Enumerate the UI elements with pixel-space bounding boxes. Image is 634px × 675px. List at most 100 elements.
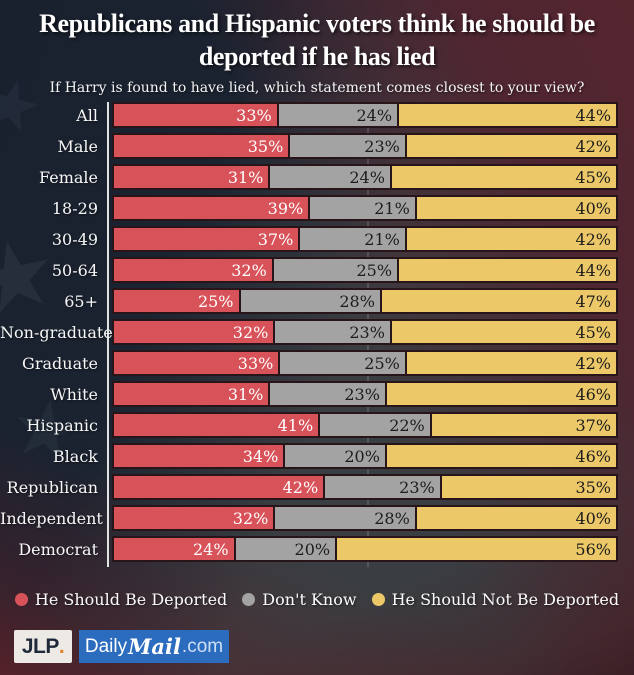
- bar-segment-he-should-not-be-deported: 47%: [381, 288, 618, 314]
- bar-segment-he-should-not-be-deported: 37%: [431, 412, 619, 438]
- bar-segment-he-should-not-be-deported: 45%: [391, 164, 618, 190]
- bar-segment-don-t-know: 21%: [310, 195, 417, 221]
- chart-row: 18-29 39% 21% 40%: [0, 195, 634, 221]
- segment-value-label: 32%: [231, 260, 267, 280]
- segment-value-label: 33%: [237, 353, 274, 373]
- legend-item: He Should Not Be Deported: [371, 590, 619, 609]
- row-label: Democrat: [18, 539, 98, 559]
- bar-segment-he-should-be-deported: 24%: [112, 536, 236, 562]
- chart-row: Hispanic 41% 22% 37%: [0, 412, 634, 438]
- row-label: 65+: [64, 291, 98, 311]
- segment-value-label: 42%: [575, 229, 611, 249]
- chart-row: Republican 42% 23% 35%: [0, 474, 634, 500]
- segment-value-label: 23%: [344, 384, 380, 404]
- bar-segment-don-t-know: 24%: [270, 164, 392, 190]
- chart-row: 65+ 25% 28% 47%: [0, 288, 634, 314]
- bar-segment-don-t-know: 20%: [285, 443, 387, 469]
- footer-logos: JLP. Daily Mail .com: [14, 630, 229, 663]
- segment-value-label: 45%: [575, 167, 611, 187]
- chart-row: 30-49 37% 21% 42%: [0, 226, 634, 252]
- row-label: 18-29: [51, 198, 98, 218]
- bar-segment-he-should-be-deported: 33%: [112, 102, 279, 128]
- row-label: Black: [52, 446, 98, 466]
- axis-baseline: [107, 102, 109, 567]
- row-label: Non-graduate: [0, 322, 113, 342]
- row-label: All: [76, 105, 98, 125]
- segment-value-label: 20%: [294, 539, 331, 559]
- segment-value-label: 25%: [197, 291, 234, 311]
- bar-segment-he-should-not-be-deported: 40%: [416, 505, 618, 531]
- chart-title-line1: Republicans and Hispanic voters think he…: [39, 9, 595, 38]
- row-label: Female: [39, 167, 98, 187]
- bar-segment-he-should-not-be-deported: 40%: [416, 195, 618, 221]
- row-label: Male: [57, 136, 98, 156]
- segment-value-label: 42%: [575, 136, 611, 156]
- segment-value-label: 44%: [575, 260, 611, 280]
- bar-segment-he-should-be-deported: 32%: [112, 257, 274, 283]
- bar-segment-he-should-be-deported: 34%: [112, 443, 286, 469]
- bar-segment-he-should-be-deported: 37%: [112, 226, 301, 252]
- stacked-bar: 41% 22% 37%: [112, 412, 619, 438]
- chart-rows: All 33% 24% 44% Male 35% 23% 42% Female 31% 24% 45%…: [0, 102, 634, 567]
- legend-dot-icon: [242, 593, 256, 606]
- bar-segment-he-should-not-be-deported: 42%: [406, 350, 618, 376]
- stacked-bar: 32% 23% 45%: [112, 319, 618, 345]
- stacked-bar: 34% 20% 46%: [112, 443, 618, 469]
- bar-segment-he-should-be-deported: 31%: [112, 164, 271, 190]
- segment-value-label: 37%: [257, 229, 294, 249]
- bar-segment-he-should-not-be-deported: 42%: [406, 133, 618, 159]
- segment-value-label: 37%: [575, 415, 612, 435]
- segment-value-label: 25%: [356, 260, 393, 280]
- stacked-bar: 39% 21% 40%: [112, 195, 618, 221]
- bar-segment-don-t-know: 23%: [275, 319, 392, 345]
- bar-segment-he-should-be-deported: 35%: [112, 133, 291, 159]
- legend-item: Don't Know: [242, 590, 357, 609]
- segment-value-label: 40%: [575, 508, 611, 528]
- segment-value-label: 42%: [575, 353, 611, 373]
- bar-segment-he-should-not-be-deported: 35%: [441, 474, 618, 500]
- chart-row: Female 31% 24% 45%: [0, 164, 634, 190]
- segment-value-label: 20%: [344, 446, 380, 466]
- segment-value-label: 32%: [232, 322, 269, 342]
- bar-segment-he-should-not-be-deported: 45%: [391, 319, 618, 345]
- segment-value-label: 21%: [374, 198, 410, 218]
- bar-segment-he-should-not-be-deported: 46%: [386, 381, 618, 407]
- bar-segment-he-should-be-deported: 32%: [112, 505, 276, 531]
- bar-segment-he-should-be-deported: 32%: [112, 319, 276, 345]
- segment-value-label: 24%: [349, 167, 385, 187]
- bar-segment-he-should-be-deported: 42%: [112, 474, 326, 500]
- bar-segment-don-t-know: 23%: [325, 474, 442, 500]
- segment-value-label: 46%: [575, 446, 611, 466]
- bar-segment-don-t-know: 25%: [273, 257, 400, 283]
- chart-legend: He Should Be Deported Don't Know He Should…: [0, 590, 634, 609]
- segment-value-label: 42%: [282, 477, 319, 497]
- stacked-bar: 25% 28% 47%: [112, 288, 618, 314]
- row-label: Republican: [6, 477, 98, 497]
- segment-value-label: 34%: [242, 446, 279, 466]
- chart-title-line2: deported if he has lied: [198, 41, 436, 71]
- segment-value-label: 35%: [247, 136, 284, 156]
- bar-segment-don-t-know: 24%: [278, 102, 400, 128]
- stacked-bar: 33% 25% 42%: [112, 350, 618, 376]
- stacked-bar: 35% 23% 42%: [112, 133, 618, 159]
- bar-segment-he-should-be-deported: 33%: [112, 350, 281, 376]
- bar-segment-he-should-not-be-deported: 44%: [399, 257, 618, 283]
- bar-segment-don-t-know: 21%: [300, 226, 407, 252]
- bar-segment-don-t-know: 20%: [235, 536, 338, 562]
- bar-segment-don-t-know: 28%: [275, 505, 417, 531]
- chart-title: Republicans and Hispanic voters think he…: [0, 8, 634, 74]
- bar-segment-he-should-not-be-deported: 44%: [399, 102, 619, 128]
- segment-value-label: 39%: [267, 198, 304, 218]
- segment-value-label: 23%: [399, 477, 435, 497]
- segment-value-label: 56%: [575, 539, 611, 559]
- chart-row: Male 35% 23% 42%: [0, 133, 634, 159]
- jlp-logo: JLP.: [14, 630, 72, 663]
- bar-segment-he-should-be-deported: 41%: [112, 412, 321, 438]
- segment-value-label: 24%: [356, 105, 393, 125]
- chart-row: Independent 32% 28% 40%: [0, 505, 634, 531]
- segment-value-label: 32%: [232, 508, 269, 528]
- stacked-bar: 31% 24% 45%: [112, 164, 618, 190]
- segment-value-label: 44%: [575, 105, 612, 125]
- legend-label: Don't Know: [262, 590, 357, 609]
- row-label: White: [50, 384, 98, 404]
